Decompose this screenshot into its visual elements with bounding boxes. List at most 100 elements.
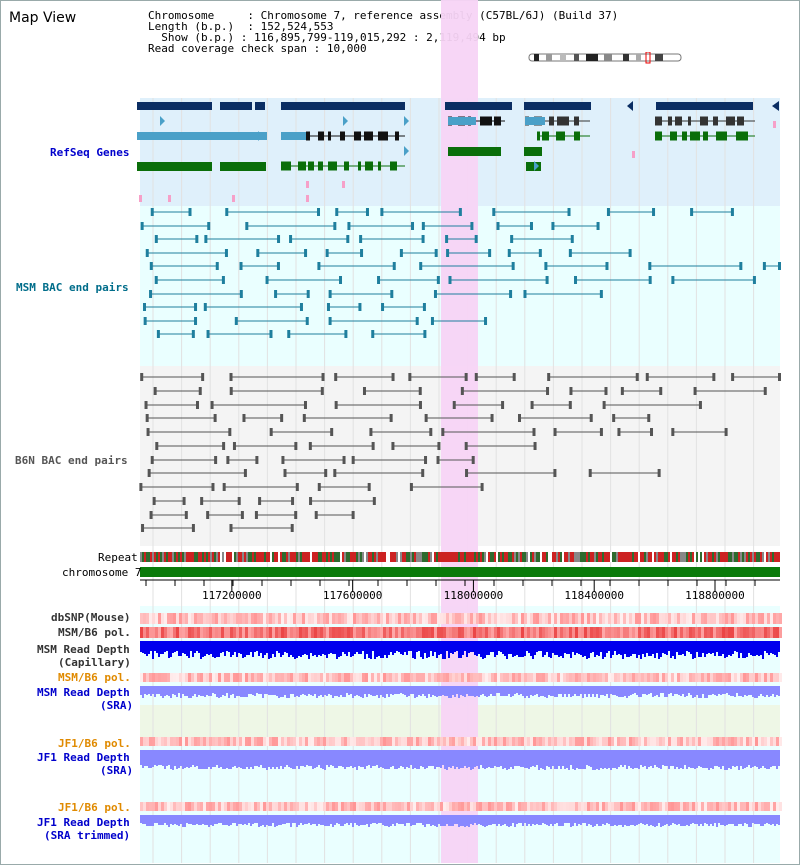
jf1-depth-sra-bar [172,750,174,770]
msm-depth-sra-bar [758,686,760,696]
msm-pol-cell [176,627,179,638]
msm-depth-capillary-bar [238,641,240,653]
msm-pol-cell [749,627,752,638]
msm-depth-capillary-bar [288,641,290,657]
jf1-pol2-cell [236,802,239,811]
repeat-segment [490,552,492,562]
msm-bac-pair [371,330,427,338]
axis-tick-label: 117200000 [202,589,262,602]
repeat-segment [414,552,416,562]
msm-depth-sra-bar [530,686,532,695]
msm-depth-sra-bar [588,686,590,694]
jf1-depth-sra-bar [770,750,772,767]
msm-depth-sra-bar [528,686,530,698]
msm-pol2-cell [605,673,608,682]
msm-pol2-cell [407,673,410,682]
msm-pol2-cell [539,673,542,682]
jf1-depth-sra-bar [656,750,658,767]
jf1-pol2-cell [305,802,308,811]
msm-pol2-cell [593,673,596,682]
repeat-segment [368,552,370,562]
jf1-depth-sra-bar [518,750,520,766]
msm-pol-cell [770,627,773,638]
repeat-segment [352,552,354,562]
dbsnp-cell [674,613,677,624]
b6n-bac-pair [436,456,475,464]
msm-pol2-cell [686,673,689,682]
jf1-depth-sra-bar [736,750,738,766]
jf1-depth-trimmed-bar [574,815,576,823]
repeat-segment [494,552,496,562]
jf1-depth-trimmed-bar [152,815,154,826]
jf1-pol-cell [644,737,647,746]
msm-depth-capillary-bar [680,641,682,655]
msm-pol2-cell [752,673,755,682]
jf1-pol2-cell [224,802,227,811]
b6n-bac-pair [569,387,608,395]
jf1-pol2-cell [482,802,485,811]
repeat-segment [730,552,732,562]
pair-end [430,317,434,325]
jf1-pol-cell [419,737,422,746]
msm-pol-cell [482,627,485,638]
chromosome-ideogram[interactable] [528,52,684,64]
jf1-depth-trimmed-bar [250,815,252,826]
msm-depth-capillary-bar [232,641,234,655]
jf1-pol2-cell [356,802,359,811]
jf1-depth-sra-bar [582,750,584,769]
msm-depth-sra-bar [298,686,300,697]
b6n-bac-pair [147,469,247,477]
dbsnp-cell [533,613,536,624]
pair-end [228,428,232,436]
dbsnp-cell [257,613,260,624]
repeat-segment [524,552,526,562]
msm-depth-capillary-bar [292,641,294,657]
jf1-pol2-cell [590,802,593,811]
jf1-depth-sra-bar [348,750,350,767]
dbsnp-cell [209,613,212,624]
msm-pol-cell [161,627,164,638]
jf1-depth-sra-bar [330,750,332,765]
jf1-pol2-cell [407,802,410,811]
jf1-pol2-cell [152,802,155,811]
b6n-bac-pair [242,414,284,422]
jf1-depth-trimmed-bar [424,815,426,827]
msm-depth-sra-bar [720,686,722,695]
dbsnp-cell [323,613,326,624]
msm-pol2-cell [320,673,323,682]
dbsnp-cell [143,613,146,624]
jf1-depth-trimmed-bar [594,815,596,826]
msm-pol2-cell [620,673,623,682]
msm-depth-capillary-bar [222,641,224,652]
jf1-pol2-cell [530,802,533,811]
jf1-depth-trimmed-bar [414,815,416,825]
jf1-pol-cell [368,737,371,746]
jf1-depth-trimmed-bar [606,815,608,823]
repeat-segment [348,552,350,562]
msm-depth-sra-bar [214,686,216,694]
jf1-pol-cell [302,737,305,746]
dbsnp-cell [485,613,488,624]
dbsnp-cell [461,613,464,624]
jf1-pol-cell [581,737,584,746]
msm-pol-cell [554,627,557,638]
jf1-depth-sra-bar [396,750,398,769]
jf1-depth-trimmed-bar [778,815,780,825]
msm-depth-capillary-bar [564,641,566,653]
repeat-segment [532,552,534,562]
pair-end [511,262,515,270]
jf1-depth-trimmed-bar [754,815,756,824]
msm-depth-sra-bar [388,686,390,697]
jf1-depth-sra-bar [240,750,242,768]
msm-depth-capillary-bar [204,641,206,656]
jf1-pol2-cell [719,802,722,811]
jf1-depth-trimmed-bar [202,815,204,824]
jf1-depth-trimmed-bar [530,815,532,826]
jf1-depth-trimmed-bar [728,815,730,824]
jf1-depth-sra-bar [140,750,142,765]
msm-pol2-cell [248,673,251,682]
msm-pol2-cell [485,673,488,682]
msm-depth-sra-bar [740,686,742,696]
jf1-depth-sra-bar [426,750,428,768]
